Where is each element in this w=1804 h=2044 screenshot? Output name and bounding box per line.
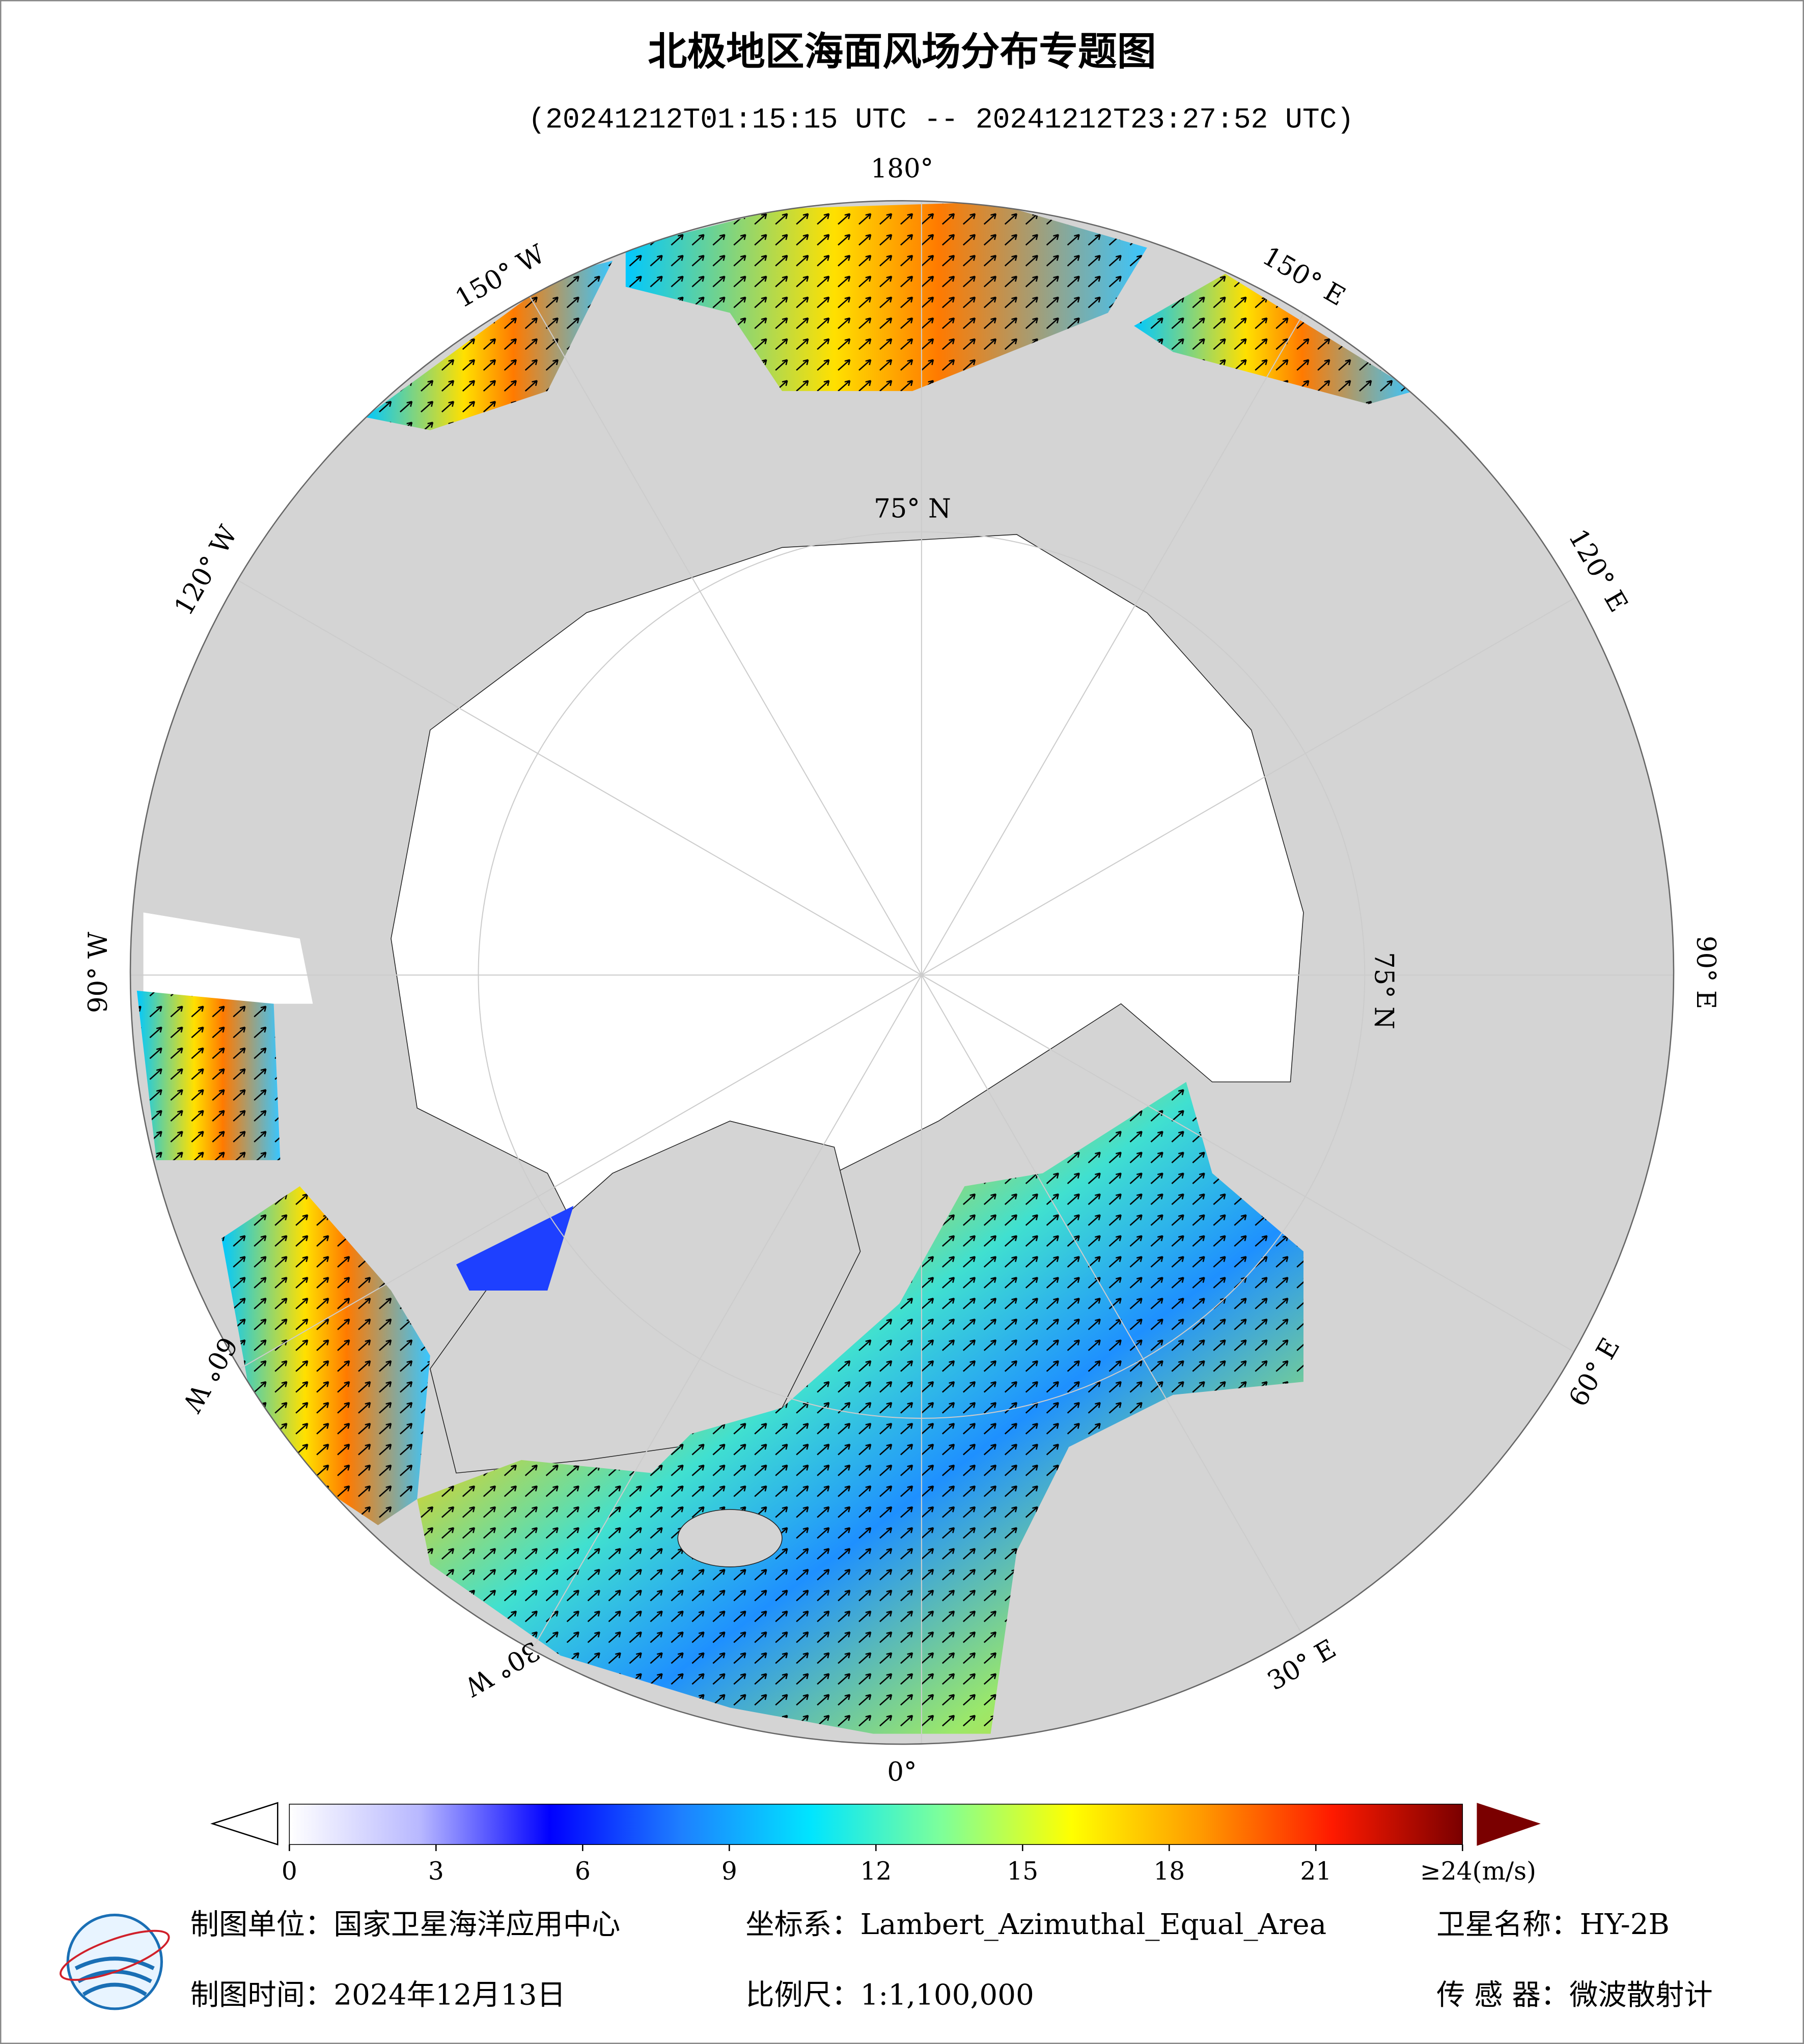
footer-text: 坐标系：Lambert_Azimuthal_Equal_Area [745,1908,1326,1941]
lat-label: 75° N [1369,952,1399,1029]
wind-field [136,202,1414,1734]
colorbar-tick-label: 6 [575,1857,591,1886]
longitude-label: 90° W [83,932,114,1013]
colorbar-tick-label: ≥24(m/s) [1420,1857,1536,1886]
colorbar-bar [289,1804,1463,1845]
subtitle: (20241212T01:15:15 UTC -- 20241212T23:27… [528,103,1354,136]
footer-text: 制图单位：国家卫星海洋应用中心 [190,1908,621,1941]
title: 北极地区海面风场分布专题图 [648,29,1156,75]
footer-text: 制图时间：2024年12月13日 [190,1978,566,2011]
footer-text: 卫星名称：HY-2B [1436,1908,1670,1941]
map-border [129,200,1675,1745]
longitude-label: 0° [887,1757,917,1787]
colorbar-tick-label: 21 [1300,1857,1331,1886]
iceland [677,1509,783,1567]
colorbar-tick-label: 18 [1153,1857,1185,1886]
colorbar-tick-label: 9 [721,1857,737,1886]
longitude-label: 90° E [1690,936,1721,1009]
sea-ice [143,912,313,1004]
colorbar-max-arrow [1477,1803,1541,1846]
graticule [130,201,1674,1745]
meridian [131,518,922,976]
colorbar: 0 3 6 9 12 15 18 21 ≥24(m/s) [210,1802,1541,1886]
meridian [465,974,922,1745]
footer-text: 比例尺：1:1,100,000 [745,1978,1034,2011]
lat-label: 75° N [874,494,951,524]
footer-text: 传 感 器：微波散射计 [1436,1978,1713,2011]
meridian [465,201,922,975]
meridian [921,201,1378,975]
colorbar-tick-label: 0 [282,1857,297,1886]
longitude-label: 180° [871,153,933,184]
logo [59,1913,170,2010]
colorbar-min-arrow [210,1802,279,1845]
meridian [131,974,922,1432]
colorbar-tick-label: 15 [1007,1857,1038,1886]
colorbar-tick-label: 3 [428,1857,444,1886]
colorbar-tick-label: 12 [860,1857,892,1886]
map [130,201,1674,1745]
